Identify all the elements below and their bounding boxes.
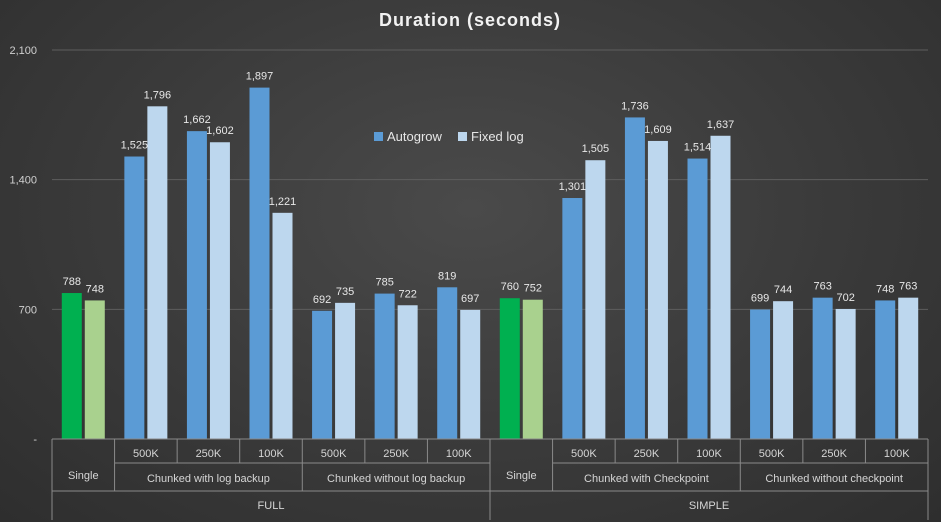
fixed-log-bar <box>773 301 794 439</box>
data-label: 1,221 <box>269 196 297 208</box>
category-label-level1: 500K <box>321 448 347 460</box>
data-label: 1,662 <box>183 114 211 126</box>
legend: Autogrow Fixed log <box>374 129 524 144</box>
data-label: 1,609 <box>644 124 672 136</box>
category-label-level1: 250K <box>634 448 660 460</box>
legend-label: Autogrow <box>387 129 443 144</box>
category-label-level1: 250K <box>196 448 222 460</box>
autogrow-bar <box>374 293 395 439</box>
category-label-level1: 100K <box>258 448 284 460</box>
legend-label: Fixed log <box>471 129 524 144</box>
data-label: 748 <box>876 283 894 295</box>
autogrow-bar <box>875 300 896 439</box>
data-label: 752 <box>524 283 542 295</box>
data-label: 1,637 <box>707 119 735 131</box>
fixed-log-bar <box>835 308 856 439</box>
category-label-level2: Chunked with log backup <box>147 473 270 485</box>
data-label: 1,602 <box>206 125 234 137</box>
category-label-level1: 500K <box>571 448 597 460</box>
data-label: 1,796 <box>144 89 172 101</box>
autogrow-bar <box>750 309 771 439</box>
category-label-level1: 250K <box>821 448 847 460</box>
data-label: 1,525 <box>121 140 149 152</box>
category-label-level2: Chunked without checkpoint <box>765 473 903 485</box>
data-label: 699 <box>751 293 769 305</box>
category-label-level1: 250K <box>383 448 409 460</box>
data-label: 1,505 <box>582 143 610 155</box>
autogrow-bar <box>312 310 333 439</box>
chart-title: Duration (seconds) <box>379 10 561 30</box>
category-label-level2: Single <box>68 470 99 482</box>
data-label: 763 <box>813 281 831 293</box>
autogrow-bar <box>437 287 458 439</box>
autogrow-bar <box>687 158 708 439</box>
gridlines <box>52 49 928 310</box>
fixed-log-bar <box>209 142 230 439</box>
data-label: 1,514 <box>684 142 712 154</box>
fixed-log-bar <box>460 309 481 439</box>
data-label: 748 <box>86 283 104 295</box>
category-label-level2: Single <box>506 470 537 482</box>
category-axis: 500K 250K 100K 500K 250K 100K 500K 250K 100K 500K… <box>51 438 929 520</box>
category-label-level1: 500K <box>759 448 785 460</box>
data-label: 735 <box>336 286 354 298</box>
category-label-level2: Chunked with Checkpoint <box>584 473 709 485</box>
category-label-level3: SIMPLE <box>689 500 729 512</box>
category-label-level3: FULL <box>258 500 285 512</box>
data-label: 819 <box>438 270 456 282</box>
fixed-log-bar <box>710 135 731 439</box>
data-label: 692 <box>313 294 331 306</box>
data-label: 760 <box>501 281 519 293</box>
autogrow-bar <box>124 156 145 439</box>
data-label: 702 <box>836 292 854 304</box>
data-label: 1,301 <box>559 181 587 193</box>
data-labels: 788 1,525 1,662 1,897 692 785 819 760 1,301 1,736… <box>63 71 918 306</box>
bars <box>61 87 919 440</box>
data-label: 697 <box>461 293 479 305</box>
category-label-level1: 100K <box>446 448 472 460</box>
fixed-log-bar <box>335 302 356 439</box>
category-label-level1: 100K <box>696 448 722 460</box>
category-label-level2: Chunked without log backup <box>327 473 465 485</box>
category-label-level1: 500K <box>133 448 159 460</box>
autogrow-bar <box>186 131 207 440</box>
fixed-log-bar <box>84 300 105 439</box>
autogrow-bar <box>562 198 583 439</box>
autogrow-bar <box>499 298 520 439</box>
fixed-log-bar <box>585 160 606 439</box>
fixed-log-bar <box>397 305 418 439</box>
autogrow-bar <box>61 293 82 439</box>
autogrow-bar <box>249 87 270 439</box>
fixed-log-bar <box>147 106 168 439</box>
fixed-log-bar <box>522 299 543 439</box>
data-label: 1,897 <box>246 71 274 83</box>
category-label-level1: 100K <box>884 448 910 460</box>
y-tick-label: - <box>33 434 37 446</box>
y-axis-ticks: - 700 1,400 2,100 <box>9 45 37 446</box>
data-label: 763 <box>899 281 917 293</box>
y-tick-label: 700 <box>19 304 37 316</box>
fixed-log-bar <box>898 297 919 439</box>
data-label: 788 <box>63 276 81 288</box>
data-label: 722 <box>398 288 416 300</box>
y-tick-label: 2,100 <box>9 45 37 57</box>
data-label: 785 <box>375 277 393 289</box>
autogrow-bar <box>624 117 645 439</box>
fixed-log-bar <box>272 212 293 439</box>
fixed-log-bar <box>647 140 668 439</box>
autogrow-legend-swatch <box>374 132 383 141</box>
data-label: 1,736 <box>621 100 649 112</box>
data-label: 744 <box>774 284 792 296</box>
y-tick-label: 1,400 <box>9 175 37 187</box>
autogrow-bar <box>812 297 833 439</box>
fixed-log-legend-swatch <box>458 132 467 141</box>
